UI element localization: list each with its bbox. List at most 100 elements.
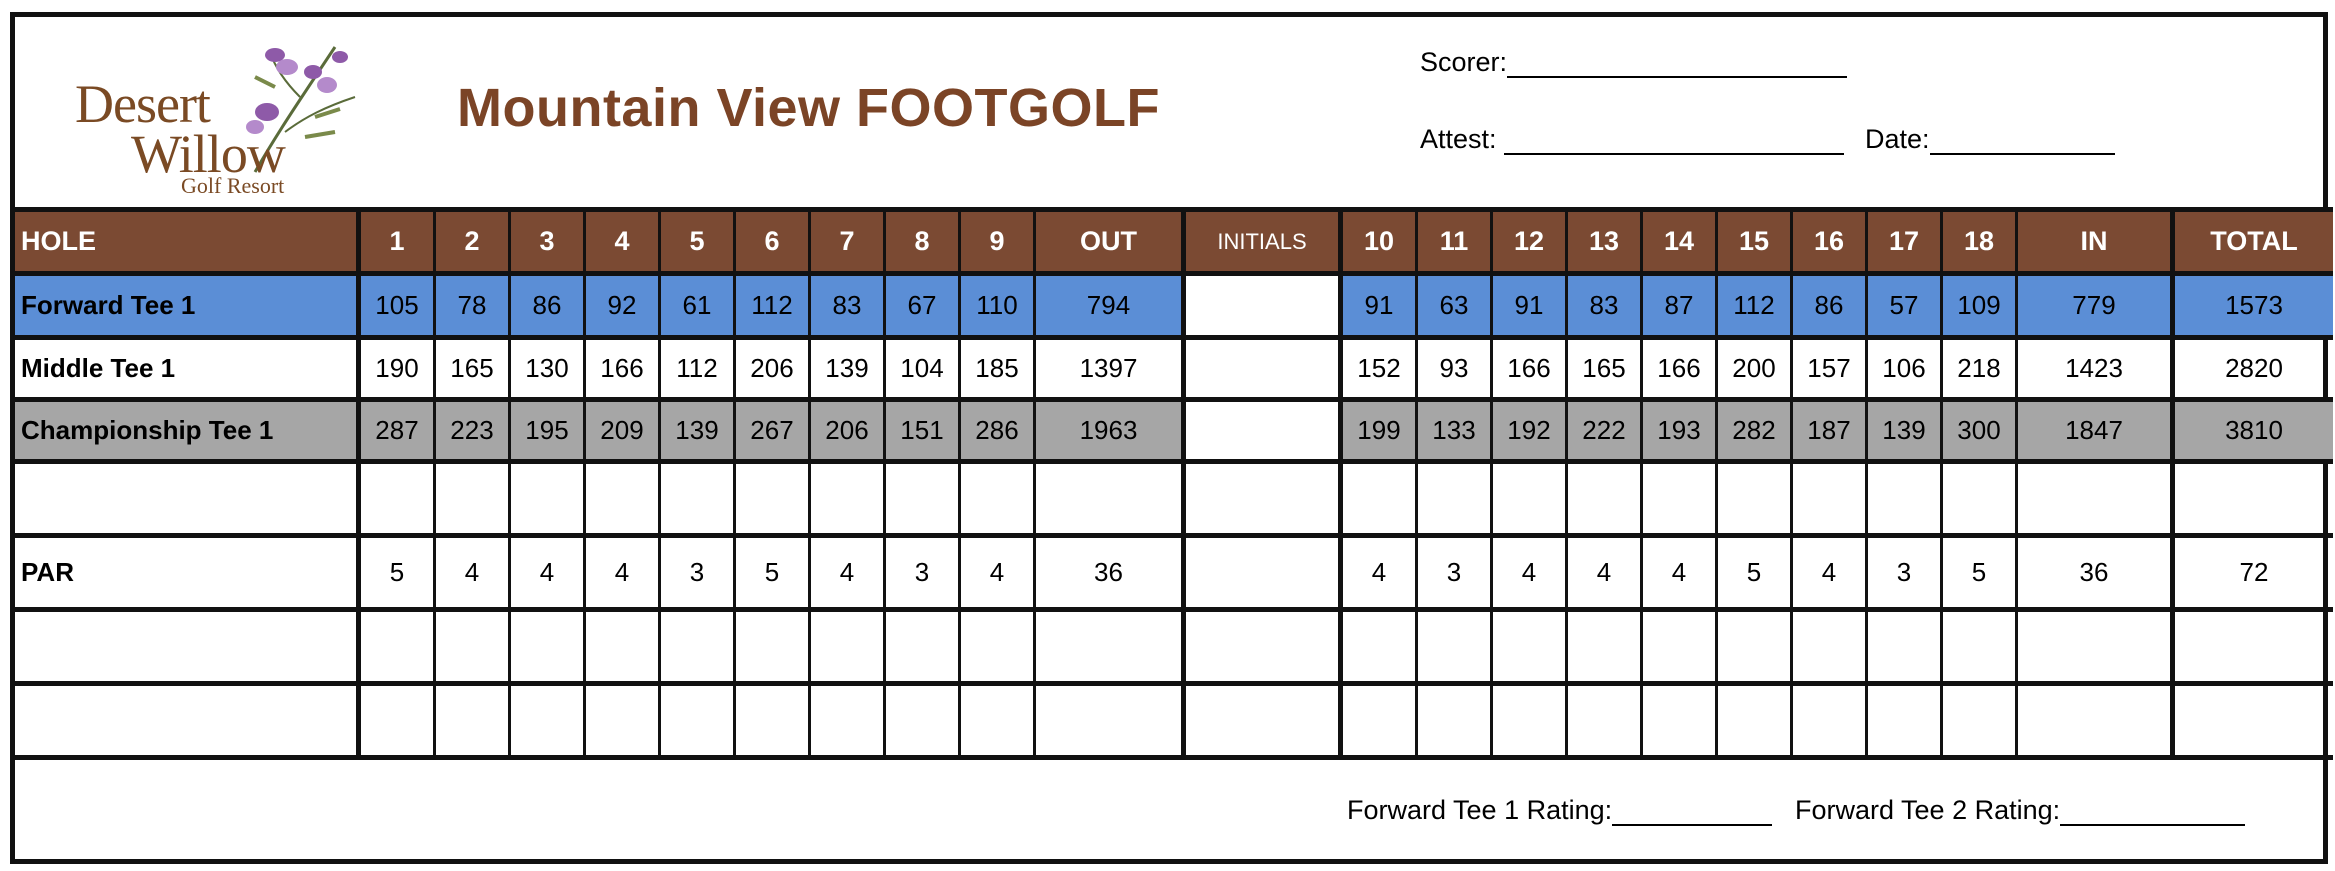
forward-tee-1-rating-field[interactable]: Forward Tee 1 Rating: [1347,795,1773,826]
out-cell[interactable] [1036,464,1186,538]
score-cell[interactable] [1943,464,2018,538]
score-cell[interactable] [1568,464,1643,538]
attest-line[interactable] [1504,129,1845,155]
score-cell[interactable] [511,686,586,760]
score-cell: 166 [1493,340,1568,402]
score-cell: 195 [511,402,586,464]
score-cell[interactable] [1943,686,2018,760]
score-cell[interactable] [586,464,661,538]
initials-cell[interactable] [1186,686,1343,760]
score-cell[interactable] [1643,612,1718,686]
score-cell: 3 [1868,538,1943,612]
forward-tee-2-rating-line[interactable] [2060,800,2246,826]
score-cell[interactable] [661,686,736,760]
score-cell[interactable] [1718,464,1793,538]
row-label[interactable] [15,686,361,760]
score-cell: 4 [586,538,661,612]
score-cell: 87 [1643,276,1718,340]
score-cell[interactable] [361,464,436,538]
score-cell[interactable] [1943,612,2018,686]
scorer-line[interactable] [1507,52,1848,78]
initials-header: INITIALS [1186,212,1343,276]
score-cell[interactable] [1343,686,1418,760]
score-cell[interactable] [811,686,886,760]
score-cell[interactable] [1643,464,1718,538]
score-cell[interactable] [736,686,811,760]
score-cell[interactable] [1418,464,1493,538]
score-cell[interactable] [1568,612,1643,686]
in-cell[interactable] [2018,686,2175,760]
score-cell[interactable] [1418,612,1493,686]
score-cell[interactable] [361,686,436,760]
score-cell[interactable] [961,686,1036,760]
date-line[interactable] [1929,129,2115,155]
score-cell[interactable] [961,464,1036,538]
score-cell[interactable] [1493,464,1568,538]
score-cell[interactable] [1493,686,1568,760]
initials-cell[interactable] [1186,464,1343,538]
score-cell[interactable] [1793,612,1868,686]
initials-cell[interactable] [1186,276,1343,340]
score-cell[interactable] [661,612,736,686]
score-cell: 165 [436,340,511,402]
score-cell: 200 [1718,340,1793,402]
score-cell[interactable] [811,612,886,686]
score-cell[interactable] [1343,612,1418,686]
score-cell[interactable] [1868,612,1943,686]
initials-cell[interactable] [1186,340,1343,402]
total-cell[interactable] [2175,686,2333,760]
score-cell[interactable] [886,612,961,686]
score-cell[interactable] [436,612,511,686]
date-field[interactable]: Date: [1865,124,2115,155]
in-cell: 36 [2018,538,2175,612]
score-cell[interactable] [511,464,586,538]
score-cell[interactable] [961,612,1036,686]
score-cell[interactable] [886,686,961,760]
total-cell[interactable] [2175,612,2333,686]
score-cell[interactable] [586,686,661,760]
score-cell[interactable] [736,612,811,686]
initials-cell[interactable] [1186,612,1343,686]
score-cell[interactable] [811,464,886,538]
forward-tee-1-rating-line[interactable] [1612,800,1773,826]
row-label[interactable] [15,612,361,686]
score-cell[interactable] [1793,686,1868,760]
score-cell[interactable] [436,686,511,760]
attest-label: Attest: [1420,124,1497,154]
score-cell[interactable] [586,612,661,686]
initials-cell[interactable] [1186,538,1343,612]
score-cell[interactable] [1343,464,1418,538]
score-cell[interactable] [661,464,736,538]
score-cell[interactable] [1568,686,1643,760]
score-cell[interactable] [436,464,511,538]
rating-footer: Forward Tee 1 Rating: Forward Tee 2 Rati… [15,765,2323,859]
out-cell[interactable] [1036,686,1186,760]
attest-field[interactable]: Attest: [1420,124,1845,155]
score-cell[interactable] [511,612,586,686]
total-cell[interactable] [2175,464,2333,538]
score-cell[interactable] [1493,612,1568,686]
in-cell[interactable] [2018,464,2175,538]
row-label[interactable] [15,464,361,538]
score-cell[interactable] [1643,686,1718,760]
out-cell[interactable] [1036,612,1186,686]
score-cell[interactable] [1418,686,1493,760]
score-cell[interactable] [1868,686,1943,760]
forward-tee-2-rating-field[interactable]: Forward Tee 2 Rating: [1795,795,2246,826]
score-cell[interactable] [1718,612,1793,686]
score-cell[interactable] [1718,686,1793,760]
score-cell[interactable] [736,464,811,538]
score-cell[interactable] [361,612,436,686]
total-cell: 2820 [2175,340,2333,402]
score-cell: 190 [361,340,436,402]
score-cell: 4 [436,538,511,612]
scorer-field[interactable]: Scorer: [1420,47,1848,78]
score-cell[interactable] [886,464,961,538]
row-label: Championship Tee 1 [15,402,361,464]
in-cell[interactable] [2018,612,2175,686]
initials-cell[interactable] [1186,402,1343,464]
score-cell[interactable] [1793,464,1868,538]
score-cell: 152 [1343,340,1418,402]
score-cell[interactable] [1868,464,1943,538]
desert-willow-logo: Desert Willow Golf Resort [65,31,356,198]
